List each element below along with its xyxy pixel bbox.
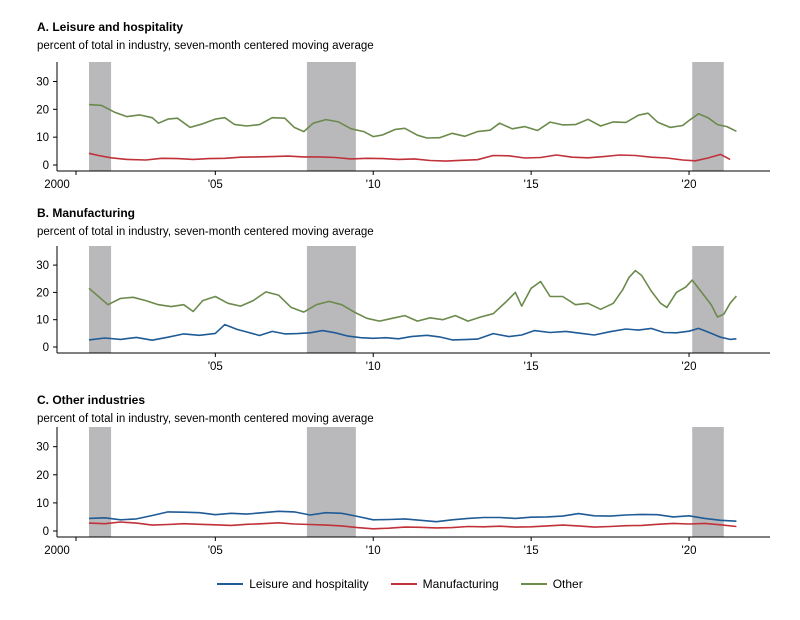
legend-label-manufacturing: Manufacturing [422,577,499,591]
legend-swatch-other [520,583,547,585]
legend-item-leisure: Leisure and hospitality [217,577,369,591]
x-tick-label: '15 [524,361,539,373]
recession-band [306,427,356,537]
x-tick-label: '05 [208,361,223,373]
x-tick-label: '10 [366,545,381,557]
panel-subtitle: percent of total in industry, seven-mont… [37,226,374,238]
series-line-manufacturing [88,521,737,530]
y-tick-label: 0 [43,526,49,538]
y-tick-label: 30 [36,76,49,88]
x-tick-label: '20 [682,361,697,373]
y-tick-label: 0 [43,160,49,172]
x-tick-label: 2000 [44,179,70,191]
legend-label-leisure: Leisure and hospitality [249,577,369,591]
panel-title: A. Leisure and hospitality [37,20,184,34]
legend-swatch-leisure [217,583,244,585]
recession-band [306,246,356,353]
series-line-other [88,103,737,139]
recession-band [306,62,356,171]
panel-leisure: A. Leisure and hospitality percent of to… [0,0,800,190]
y-tick-label: 20 [36,104,49,116]
x-tick-label: '15 [524,179,539,191]
y-tick-label: 10 [36,132,49,144]
legend-item-manufacturing: Manufacturing [390,577,499,591]
panel-manufacturing: B. Manufacturing percent of total in ind… [0,190,800,380]
series-line-leisure-and-hospitality [88,510,737,523]
panel-subtitle: percent of total in industry, seven-mont… [37,40,374,52]
x-tick-label: '10 [366,361,381,373]
y-tick-label: 0 [43,342,49,354]
x-tick-label: 2000 [44,545,70,557]
y-tick-label: 20 [36,287,49,299]
recession-band [89,246,112,353]
panel-title: C. Other industries [37,393,146,407]
x-tick-label: '20 [682,545,697,557]
y-tick-label: 30 [36,442,49,454]
series-line-other [88,269,738,322]
x-tick-label: '05 [208,179,223,191]
series-line-leisure-and-hospitality [88,323,737,341]
recession-band [89,62,112,171]
y-tick-label: 20 [36,470,49,482]
panel-title: B. Manufacturing [37,206,135,220]
x-tick-label: '05 [208,545,223,557]
recession-band [89,427,112,537]
legend: Leisure and hospitality Manufacturing Ot… [0,577,800,591]
legend-item-other: Other [520,577,583,591]
y-tick-label: 10 [36,315,49,327]
x-tick-label: '20 [682,179,697,191]
x-tick-label: '10 [366,179,381,191]
y-tick-label: 30 [36,260,49,272]
x-tick-label: '15 [524,545,539,557]
series-line-manufacturing [88,152,731,162]
legend-swatch-manufacturing [390,583,417,585]
recession-band [692,62,724,171]
y-tick-label: 10 [36,498,49,510]
legend-label-other: Other [552,577,583,591]
panel-other-industries: C. Other industries percent of total in … [0,380,800,570]
panel-subtitle: percent of total in industry, seven-mont… [37,413,374,425]
